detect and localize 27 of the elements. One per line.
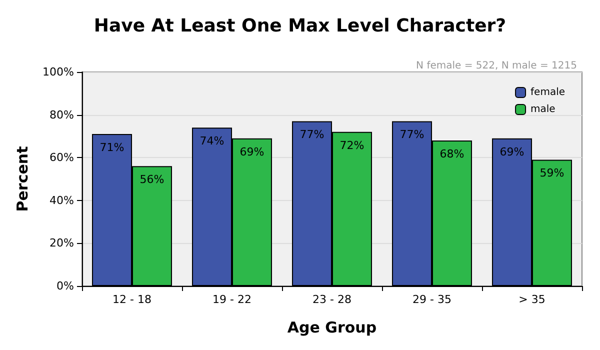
x-axis-title: Age Group	[287, 318, 377, 336]
x-tick-label: 19 - 22	[212, 293, 252, 306]
chart-title: Have At Least One Max Level Character?	[94, 16, 506, 36]
legend-label: male	[530, 104, 556, 115]
data-label: 74%	[200, 134, 224, 148]
data-label: 69%	[240, 145, 264, 158]
legend-label: female	[530, 87, 566, 98]
data-label: 59%	[540, 166, 564, 180]
y-axis-title: Percent	[14, 146, 32, 212]
y-tick-label: 20%	[50, 236, 74, 250]
data-label: 56%	[140, 173, 164, 186]
y-tick-label: 0%	[56, 280, 74, 292]
y-tick-label: 80%	[50, 108, 74, 122]
y-tick-label: 40%	[50, 194, 74, 207]
data-label: 77%	[300, 128, 324, 142]
data-label: 69%	[500, 145, 524, 158]
x-tick-label: 29 - 35	[412, 293, 452, 306]
data-label: 68%	[440, 147, 464, 160]
y-tick-label: 100%	[42, 66, 74, 78]
data-label: 71%	[100, 141, 124, 154]
data-label: 72%	[340, 138, 364, 152]
text: N female = 522, N male = 1215	[416, 60, 578, 72]
x-tick-label: 12 - 18	[112, 293, 152, 306]
y-tick-label: 60%	[50, 151, 74, 164]
data-label: 77%	[400, 128, 424, 142]
x-tick-label: > 35	[518, 293, 546, 306]
x-tick-label: 23 - 28	[312, 293, 352, 306]
